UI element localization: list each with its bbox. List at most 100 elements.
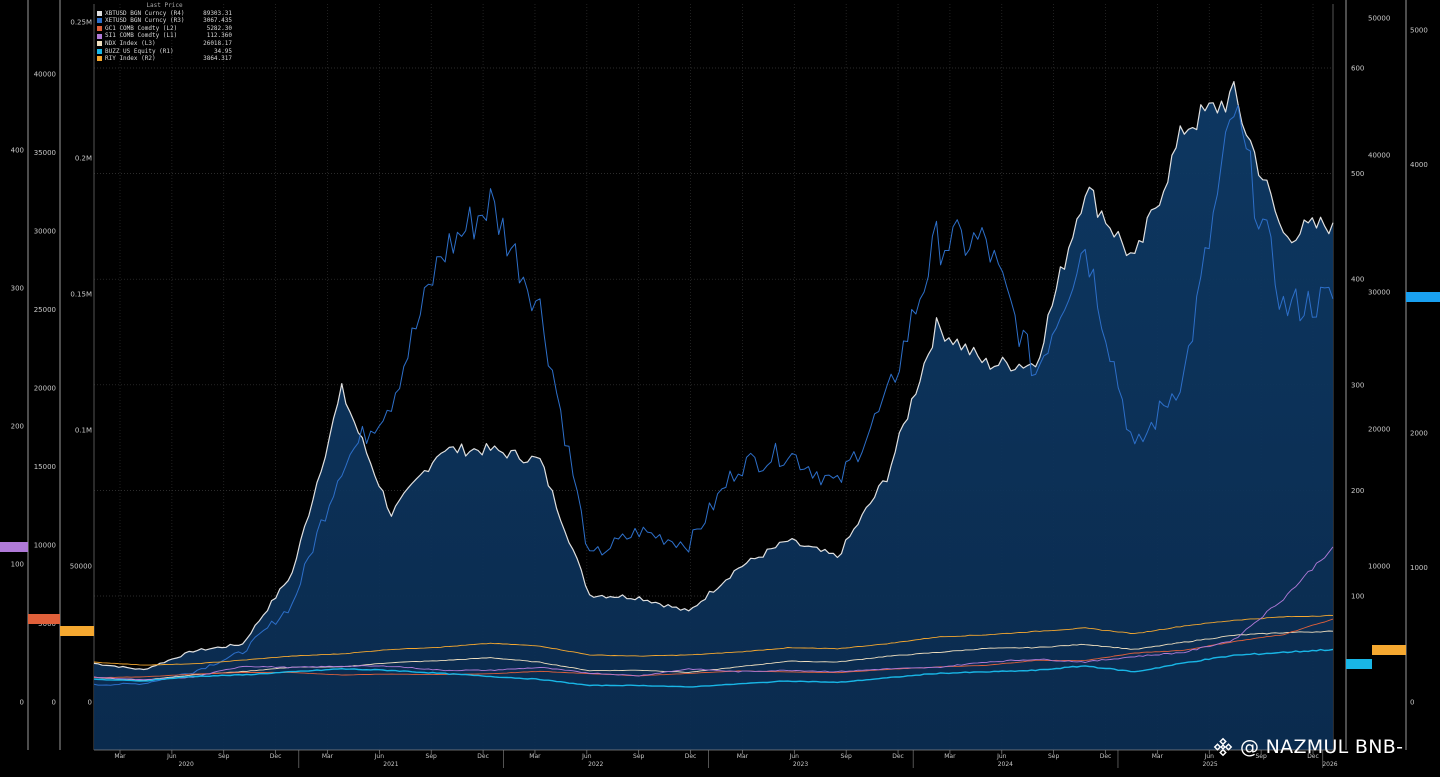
left-axis-l3-tick-label: 0.1M	[75, 427, 92, 435]
left-axis-l2-tick-label: 40000	[34, 71, 56, 79]
x-year-label: 2022	[588, 761, 603, 768]
left-axis-l1-tick-label: 300	[11, 285, 24, 293]
x-month-label: Jun	[166, 753, 177, 760]
right-axis-r5-tick-label: 2000	[1410, 430, 1428, 438]
legend-item: XETUSD BGN Curncy (R3) 3067.435	[97, 17, 232, 25]
right-axis-r3-tick-label: 200	[1351, 487, 1364, 495]
left-axis-l3-tick-label: 0.2M	[75, 155, 92, 163]
x-year-label: 2026	[1322, 761, 1337, 768]
legend-item-name: NDX Index (L3)	[105, 39, 156, 47]
legend-item: SI1 COMB Comdty (L1) 112.360	[97, 32, 232, 40]
series-line-3	[93, 618, 1334, 679]
x-month-label: Jun	[374, 753, 385, 760]
x-month-label: Dec	[1307, 753, 1319, 760]
x-month-label: Sep	[841, 753, 853, 760]
left-axis-l2-tick-label: 25000	[34, 306, 56, 314]
x-month-label: Dec	[685, 753, 697, 760]
legend-item-name: SI1 COMB Comdty (L1)	[105, 32, 178, 40]
x-year-label: 2024	[998, 761, 1013, 768]
left-axis-l2-tick-label: 10000	[34, 542, 56, 550]
left-axis-l3-tick-label: 50000	[70, 563, 92, 571]
x-month-label: Jun	[996, 753, 1007, 760]
binance-logo-icon	[1213, 737, 1233, 757]
series-layer	[93, 81, 1334, 751]
legend-item: NDX Index (L3) 26018.17	[97, 40, 232, 48]
x-month-label: Dec	[1100, 753, 1112, 760]
legend-item-value: 89303.31	[203, 9, 232, 17]
right-axis-r5-tick-label: 5000	[1410, 27, 1428, 35]
x-year-label: 2025	[1202, 761, 1217, 768]
right-axis-r3-tick-label: 500	[1351, 170, 1364, 178]
legend-header: Last Price	[146, 2, 183, 9]
x-month-label: Mar	[114, 753, 126, 760]
series-line-1	[93, 81, 1334, 671]
x-year-label: 2023	[793, 761, 808, 768]
x-axis: Mar Jun Sep Dec Mar Jun Sep Dec Mar Jun Sep Dec Mar J…	[94, 749, 1338, 768]
x-month-label: Dec	[892, 753, 904, 760]
x-month-label: Mar	[529, 753, 541, 760]
right-axis-r3-tick-label: 300	[1351, 381, 1364, 389]
legend-item-name: XETUSD BGN Curncy (R3)	[105, 17, 185, 25]
legend-item-value: 112.360	[206, 32, 232, 40]
legend-item: GC1 COMB Comdty (L2) 5282.30	[97, 25, 232, 33]
x-month-label: Sep	[1048, 753, 1060, 760]
x-month-label: Jun	[789, 753, 800, 760]
left-axis-l2-tick-label: 20000	[34, 385, 56, 393]
left-axis-l3-tick-label: 0	[88, 699, 92, 707]
gold-price-tag	[28, 614, 60, 624]
legend-swatch	[97, 26, 102, 32]
axes: 0100200300400050001000015000200002500030…	[11, 0, 1428, 750]
x-month-label: Sep	[218, 753, 230, 760]
left-axis-l2-tick-label: 0	[52, 699, 56, 707]
left-axis-l1-tick-label: 200	[11, 423, 24, 431]
x-month-label: Jun	[1204, 753, 1215, 760]
riy-price-tag	[1372, 645, 1406, 655]
ndx-price-tag	[60, 626, 94, 636]
silver-price-tag	[0, 542, 28, 552]
legend-item: BUZZ US Equity (R1) 34.95	[97, 48, 232, 56]
left-axis-l3-tick-label: 0.15M	[70, 291, 92, 299]
left-axis-l2-tick-label: 15000	[34, 463, 56, 471]
legend-item-name: GC1 COMB Comdty (L2)	[105, 24, 178, 32]
right-axis-r4-tick-label: 20000	[1368, 426, 1390, 434]
left-axis-l1-tick-label: 400	[11, 147, 24, 155]
x-month-label: Sep	[633, 753, 645, 760]
x-month-label: Jun	[581, 753, 592, 760]
x-month-label: Dec	[477, 753, 489, 760]
left-axis-l2-tick-label: 5000	[38, 620, 56, 628]
legend-item-value: 5282.30	[206, 24, 232, 32]
legend-swatch	[97, 56, 102, 62]
left-axis-l2-tick-label: 30000	[34, 228, 56, 236]
x-year-label: 2021	[383, 761, 398, 768]
left-axis-l3-tick-label: 0.25M	[70, 19, 92, 27]
left-axis-l1-tick-label: 100	[11, 561, 24, 569]
legend-item-value: 3067.435	[203, 17, 232, 25]
x-month-label: Sep	[1255, 753, 1267, 760]
right-axis-r4-tick-label: 30000	[1368, 289, 1390, 297]
x-month-label: Mar	[1152, 753, 1164, 760]
legend-swatch	[97, 18, 102, 24]
legend: Last Price XBTUSD BGN Curncy (R4) 89303.3…	[97, 2, 232, 63]
legend-item-value: 3864.317	[203, 55, 232, 63]
series-line-4	[93, 546, 1334, 681]
right-axis-r4-tick-label: 10000	[1368, 563, 1390, 571]
right-axis-r3-tick-label: 600	[1351, 65, 1364, 73]
legend-swatch	[97, 10, 102, 16]
legend-item: XBTUSD BGN Curncy (R4) 89303.31	[97, 10, 232, 18]
series-line-6	[93, 648, 1334, 688]
right-axis-r3-tick-label: 100	[1351, 593, 1364, 601]
right-axis-r3-tick-label: 400	[1351, 276, 1364, 284]
x-month-label: Mar	[944, 753, 956, 760]
buzz-price-tag	[1346, 659, 1372, 669]
right-axis-r4-tick-label: 50000	[1368, 15, 1390, 23]
left-axis-l2-tick-label: 35000	[34, 149, 56, 157]
legend-item-name: BUZZ US Equity (R1)	[105, 47, 174, 55]
legend-item-value: 26018.17	[203, 39, 232, 47]
right-axis-r5-tick-label: 4000	[1410, 161, 1428, 169]
x-month-label: Mar	[322, 753, 334, 760]
x-month-label: Mar	[737, 753, 749, 760]
watermark: @ NAZMUL BNB-	[1212, 736, 1403, 758]
series-line-7	[93, 614, 1334, 666]
watermark-text: @ NAZMUL BNB-	[1240, 736, 1404, 758]
legend-swatch	[97, 33, 102, 39]
